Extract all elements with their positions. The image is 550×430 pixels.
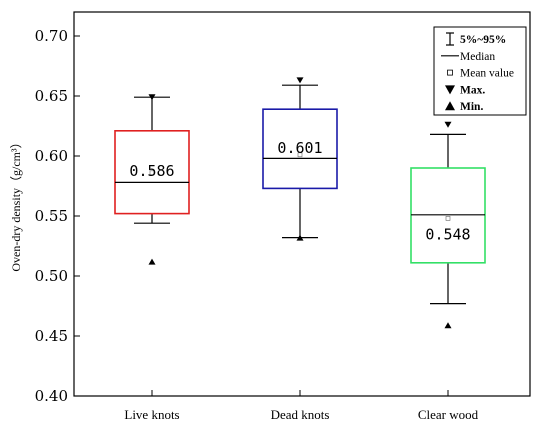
y-tick-label: 0.40 — [35, 387, 68, 405]
mean-value-label: 0.601 — [277, 139, 322, 157]
min-marker — [444, 322, 452, 329]
min-marker — [296, 234, 304, 241]
legend-label: Mean value — [460, 68, 514, 80]
box-series: 0.586 0.601 0.548 — [114, 77, 486, 329]
legend-max-symbol — [445, 85, 455, 95]
y-tick-label: 0.45 — [35, 327, 68, 345]
box-group: 0.601 — [262, 77, 338, 241]
x-tick-label: Live knots — [124, 407, 179, 422]
y-axis-title: Oven-dry density（g/cm³） — [9, 136, 23, 271]
box-group: 0.548 — [410, 121, 486, 329]
max-marker — [296, 77, 304, 84]
y-tick-label: 0.55 — [35, 207, 68, 225]
y-tick-label: 0.60 — [35, 147, 68, 165]
y-axis: 0.40 0.45 0.50 0.55 0.60 0.65 0.70 — [35, 27, 80, 405]
x-tick-label: Dead knots — [271, 407, 330, 422]
legend-label: Median — [460, 51, 495, 63]
plot-frame — [73, 11, 531, 397]
max-marker — [148, 94, 156, 101]
y-tick-label: 0.70 — [35, 27, 68, 45]
legend: 5%~95% Median Mean value Max. Min. — [433, 26, 527, 116]
legend-label: Min. — [460, 101, 483, 113]
x-tick-label: Clear wood — [418, 407, 479, 422]
max-marker — [444, 121, 452, 128]
y-tick-label: 0.50 — [35, 267, 68, 285]
y-tick-label: 0.65 — [35, 87, 68, 105]
legend-label: 5%~95% — [460, 34, 506, 46]
mean-value-label: 0.586 — [129, 162, 174, 180]
legend-item: Max. — [445, 84, 485, 96]
iqr-box — [262, 108, 338, 190]
mean-marker — [297, 152, 303, 158]
min-marker — [148, 258, 156, 265]
mean-value-label: 0.548 — [425, 225, 470, 243]
x-axis: Live knots Dead knots Clear wood — [124, 390, 479, 422]
legend-item: Mean value — [447, 68, 514, 80]
mean-marker — [149, 170, 155, 176]
box-group: 0.586 — [114, 94, 190, 265]
mean-marker — [445, 216, 451, 221]
legend-mean-symbol — [447, 69, 453, 76]
legend-item: 5%~95% — [446, 32, 506, 46]
legend-min-symbol — [445, 101, 455, 111]
legend-item: Median — [441, 51, 495, 63]
legend-item: Min. — [445, 101, 483, 113]
legend-label: Max. — [460, 84, 485, 96]
